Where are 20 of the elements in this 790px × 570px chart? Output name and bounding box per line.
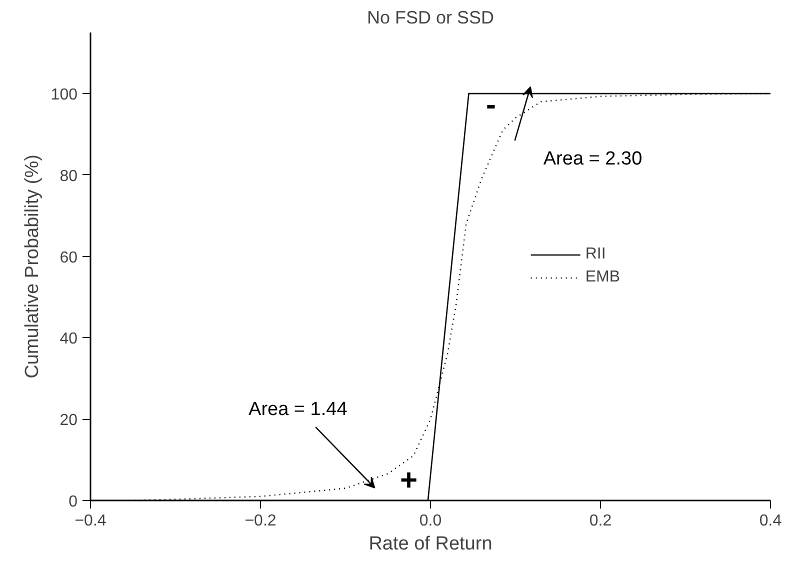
y-tick-label: 80: [60, 168, 78, 185]
annotation: Area = 2.30: [543, 148, 642, 170]
y-tick-label: 0: [68, 494, 78, 510]
y-tick-label: 100: [50, 86, 78, 104]
legend-label: RII: [585, 246, 606, 264]
x-tick-label: −0.2: [244, 512, 276, 530]
annotation: -: [486, 88, 496, 122]
chart-title: No FSD or SSD: [366, 8, 494, 28]
legend-label: EMB: [585, 268, 620, 286]
annotation: Area = 1.44: [248, 399, 348, 420]
y-tick-label: 60: [60, 249, 78, 266]
x-axis-title: Rate of Return: [368, 534, 492, 554]
x-tick-label: 0.0: [419, 512, 442, 530]
x-tick-label: 0.2: [589, 512, 612, 530]
y-axis-title: Cumulative Probability (%): [22, 154, 43, 378]
annotation: +: [400, 464, 418, 497]
x-tick-label: 0.4: [759, 512, 782, 530]
y-tick-label: 20: [60, 412, 78, 430]
x-tick-label: −0.4: [74, 512, 106, 530]
y-tick-label: 40: [60, 330, 78, 348]
